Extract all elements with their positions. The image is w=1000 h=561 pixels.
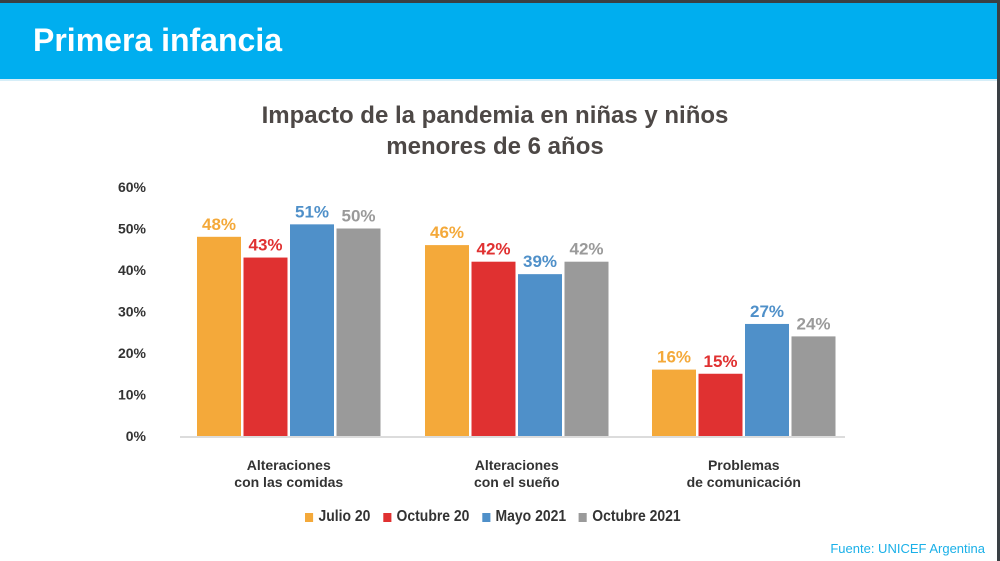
y-tick-label: 30%	[118, 304, 147, 320]
bar	[564, 261, 609, 436]
category-label: con el sueño	[474, 474, 560, 490]
legend-swatch	[383, 512, 392, 522]
bar	[518, 274, 562, 436]
category-label: Alteraciones	[475, 457, 559, 473]
legend-swatch	[578, 512, 587, 522]
category-label: de comunicación	[687, 474, 801, 490]
y-tick-label: 40%	[118, 262, 147, 278]
data-label: 27%	[750, 302, 784, 321]
source-note: Fuente: UNICEF Argentina	[830, 541, 985, 556]
y-tick-label: 20%	[118, 345, 147, 361]
page-title: Primera infancia	[33, 22, 282, 58]
data-label: 42%	[569, 240, 603, 259]
bar	[243, 257, 288, 436]
legend-item: Octubre 20	[383, 508, 469, 526]
legend-label: Octubre 2021	[592, 508, 681, 525]
bar	[698, 373, 743, 436]
legend-item: Julio 20	[305, 508, 370, 526]
bar	[290, 224, 334, 436]
legend-label: Mayo 2021	[495, 508, 567, 525]
legend-label: Octubre 20	[396, 508, 470, 525]
data-label: 46%	[430, 223, 464, 242]
y-tick-label: 60%	[118, 179, 147, 195]
y-tick-label: 0%	[126, 428, 147, 444]
bar	[197, 236, 241, 436]
chart-title-line: Impacto de la pandemia en niñas y niños	[261, 102, 729, 129]
legend-swatch	[482, 512, 491, 522]
data-label: 15%	[703, 352, 737, 371]
header-bar: Primera infancia	[0, 3, 997, 81]
bar	[471, 261, 516, 436]
data-label: 50%	[341, 207, 375, 226]
legend-label: Julio 20	[318, 508, 371, 525]
data-label: 24%	[796, 314, 830, 333]
legend-item: Mayo 2021	[482, 508, 566, 526]
data-label: 48%	[202, 215, 236, 234]
bar	[652, 369, 696, 436]
category-label: con las comidas	[234, 474, 343, 490]
data-label: 16%	[657, 348, 691, 367]
bar	[425, 245, 469, 436]
chart-title-line: menores de 6 años	[386, 133, 604, 160]
bar	[791, 336, 836, 436]
category-label: Problemas	[708, 457, 780, 473]
bar	[336, 228, 381, 436]
chart-title: Impacto de la pandemia en niñas y niños …	[200, 100, 790, 162]
data-label: 51%	[295, 202, 329, 221]
y-tick-label: 50%	[118, 221, 147, 237]
legend-item: Octubre 2021	[578, 508, 681, 526]
legend: Julio 20 Octubre 20 Mayo 2021 Octubre 2021	[305, 508, 681, 526]
legend-swatch	[305, 512, 314, 522]
data-label: 42%	[476, 240, 510, 259]
bar	[745, 323, 789, 436]
data-label: 39%	[523, 252, 557, 271]
category-label: Alteraciones	[247, 457, 331, 473]
window-frame	[997, 0, 1000, 561]
window-frame	[0, 0, 1000, 3]
y-tick-label: 10%	[118, 387, 147, 403]
data-label: 43%	[248, 236, 282, 255]
